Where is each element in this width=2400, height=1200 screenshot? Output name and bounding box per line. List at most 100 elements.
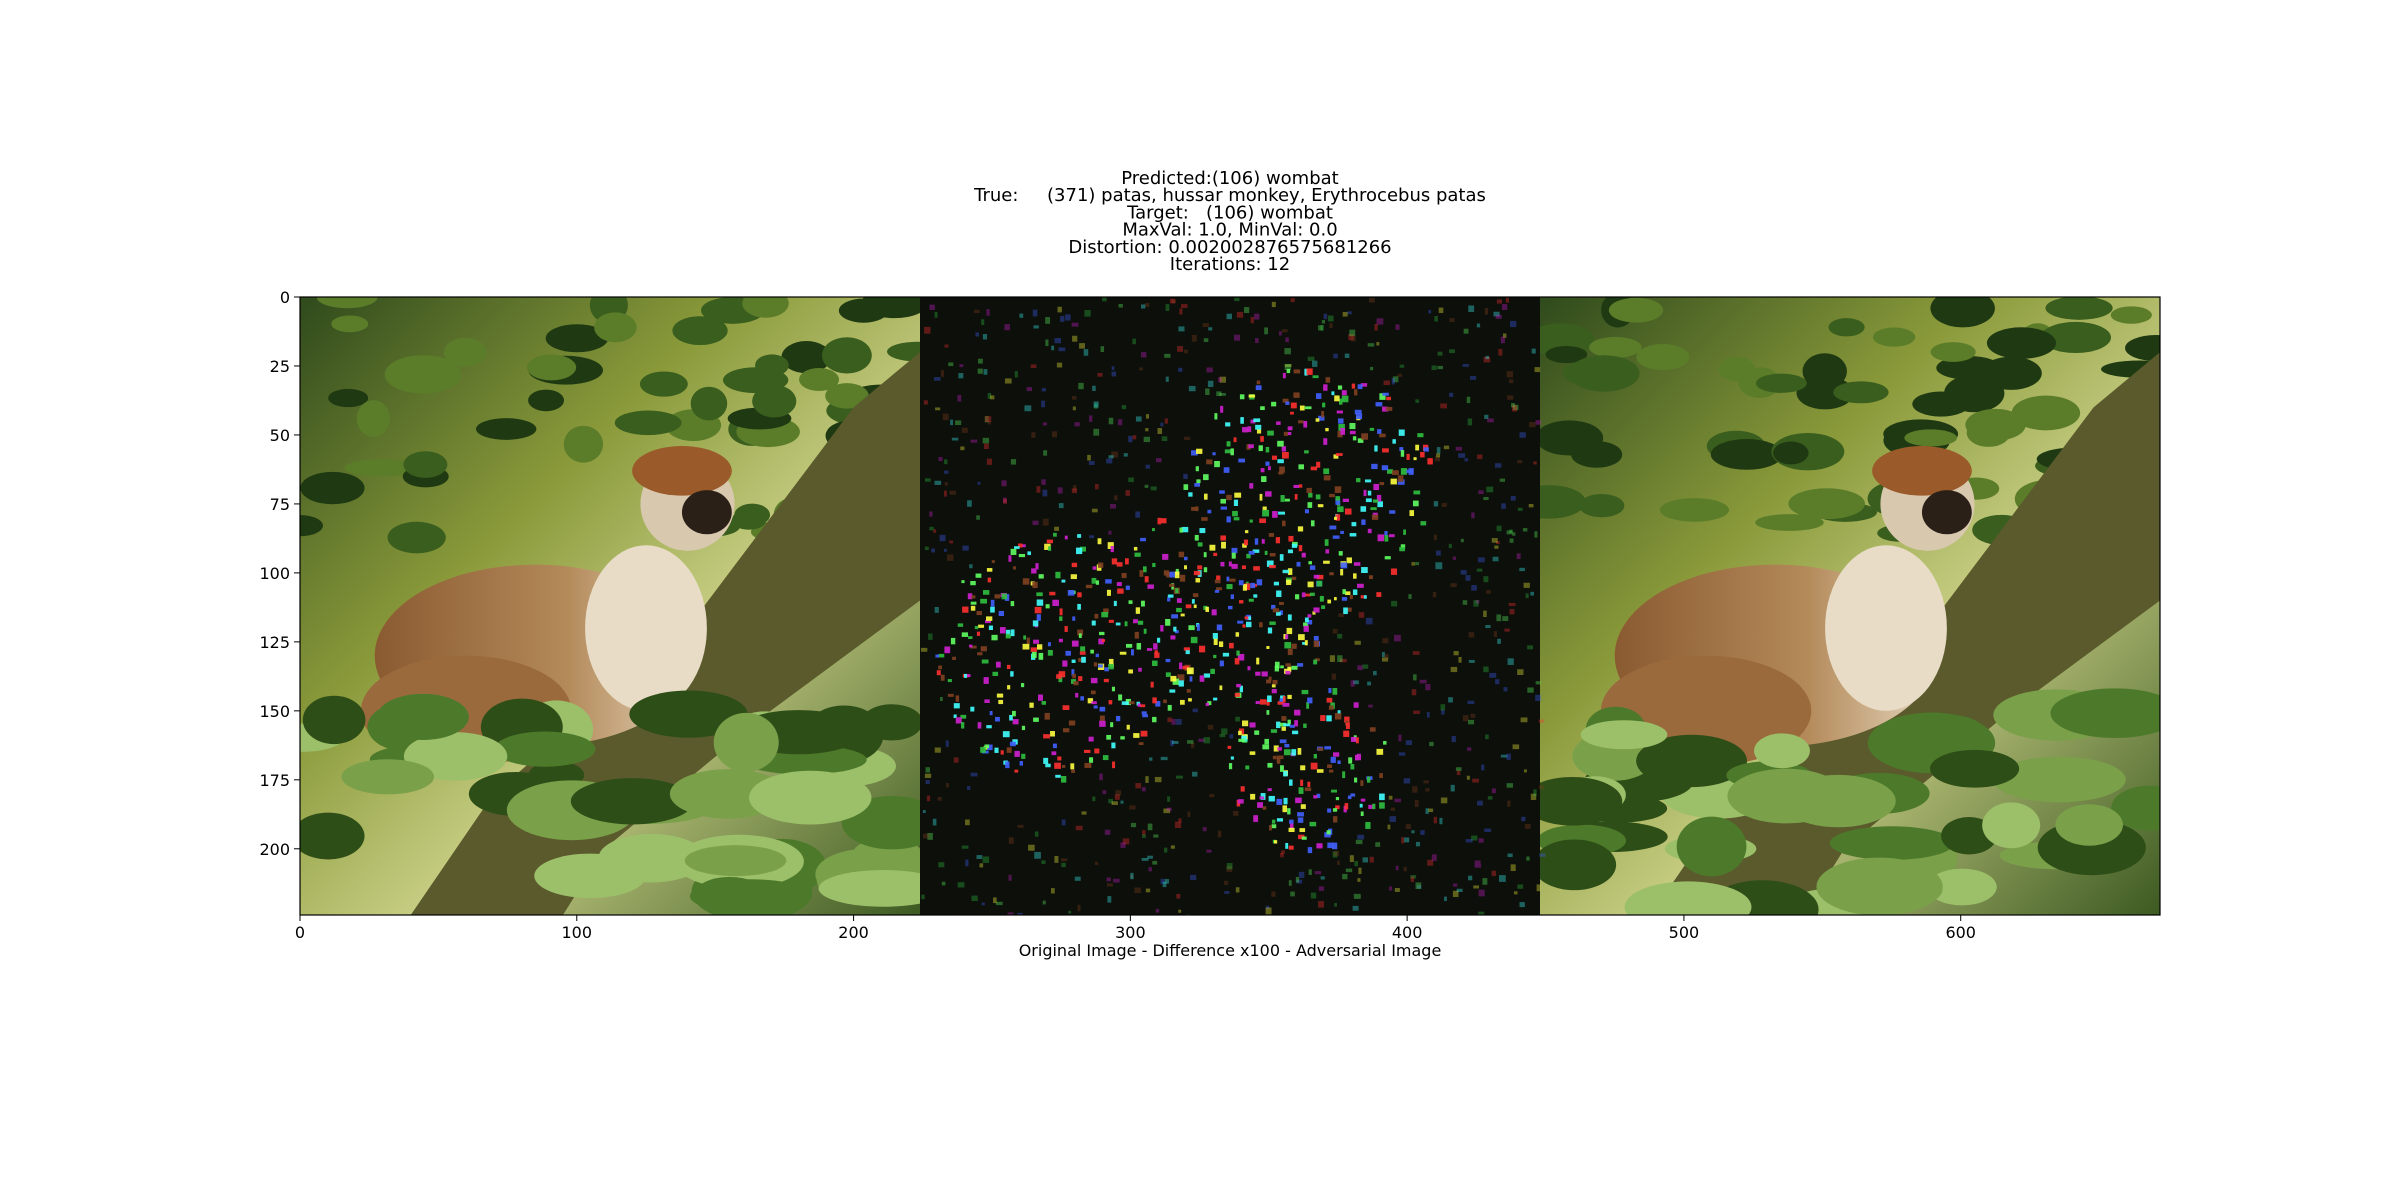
noise-pixel xyxy=(1071,640,1079,647)
noise-pixel xyxy=(1264,738,1269,745)
noise-pixel xyxy=(1499,478,1505,482)
noise-pixel xyxy=(1279,610,1283,615)
noise-pixel xyxy=(1268,795,1275,802)
noise-pixel xyxy=(1218,377,1222,383)
noise-pixel xyxy=(1202,323,1209,328)
noise-pixel xyxy=(1281,451,1289,459)
leaf xyxy=(545,324,609,353)
leaf xyxy=(443,337,487,367)
noise-pixel xyxy=(1163,699,1167,704)
noise-pixel xyxy=(1183,484,1189,490)
noise-pixel xyxy=(1371,463,1378,470)
noise-pixel xyxy=(1056,362,1063,368)
noise-pixel xyxy=(1535,694,1542,701)
noise-pixel xyxy=(1337,431,1343,438)
noise-pixel xyxy=(1365,498,1372,503)
noise-pixel xyxy=(1408,594,1412,599)
noise-pixel xyxy=(1392,439,1396,444)
noise-pixel xyxy=(1032,520,1039,526)
noise-pixel xyxy=(1410,876,1415,883)
noise-pixel xyxy=(1358,612,1365,618)
noise-pixel xyxy=(1238,738,1246,742)
noise-pixel xyxy=(1106,589,1111,596)
noise-pixel xyxy=(1281,446,1287,452)
noise-pixel xyxy=(1484,414,1489,419)
noise-pixel xyxy=(1210,668,1215,675)
noise-pixel xyxy=(1280,495,1285,502)
noise-pixel xyxy=(966,674,971,677)
noise-pixel xyxy=(1026,637,1030,644)
noise-pixel xyxy=(1087,698,1094,704)
noise-pixel xyxy=(1192,708,1198,713)
noise-pixel xyxy=(1163,808,1171,814)
noise-pixel xyxy=(1334,712,1342,720)
noise-pixel xyxy=(1287,568,1293,575)
noise-pixel xyxy=(1190,636,1198,644)
noise-pixel xyxy=(1111,742,1116,749)
title-line: Iterations: 12 xyxy=(1170,254,1290,275)
noise-pixel xyxy=(1429,741,1434,747)
noise-pixel xyxy=(1150,486,1157,491)
noise-pixel xyxy=(1162,881,1167,888)
noise-pixel xyxy=(1314,658,1320,662)
noise-pixel xyxy=(1282,702,1290,707)
noise-pixel xyxy=(1455,767,1462,771)
noise-pixel xyxy=(935,407,941,411)
noise-pixel xyxy=(1162,553,1169,560)
noise-pixel xyxy=(980,746,986,753)
noise-pixel xyxy=(1111,558,1118,565)
noise-pixel xyxy=(1104,829,1111,835)
noise-pixel xyxy=(1341,390,1347,396)
noise-pixel xyxy=(1207,724,1214,730)
noise-pixel xyxy=(934,747,941,753)
noise-pixel xyxy=(1338,551,1343,556)
noise-pixel xyxy=(1306,368,1313,375)
noise-pixel xyxy=(1224,891,1230,894)
noise-pixel xyxy=(1239,394,1245,400)
noise-pixel xyxy=(929,511,933,517)
noise-pixel xyxy=(1298,464,1305,470)
noise-pixel xyxy=(1509,529,1513,533)
noise-pixel xyxy=(1335,805,1340,810)
leaf xyxy=(614,410,682,436)
noise-pixel xyxy=(1344,716,1350,723)
noise-pixel xyxy=(1214,589,1220,593)
noise-pixel xyxy=(1203,737,1210,744)
noise-pixel xyxy=(1214,413,1218,420)
foreground-leaf xyxy=(1532,839,1617,891)
noise-pixel xyxy=(1493,311,1500,317)
noise-pixel xyxy=(1023,635,1027,640)
noise-pixel xyxy=(1467,700,1475,705)
noise-pixel xyxy=(1256,429,1262,434)
noise-pixel xyxy=(1129,805,1136,810)
noise-pixel xyxy=(1242,624,1246,628)
noise-pixel xyxy=(1225,422,1231,427)
noise-pixel xyxy=(1470,713,1476,718)
noise-pixel xyxy=(1198,645,1206,653)
noise-pixel xyxy=(1262,509,1270,517)
noise-pixel xyxy=(1374,324,1378,331)
noise-pixel xyxy=(1138,667,1142,672)
noise-pixel xyxy=(1233,437,1237,443)
noise-pixel xyxy=(1111,366,1115,371)
noise-pixel xyxy=(1014,371,1018,378)
leaf xyxy=(1788,488,1866,520)
noise-pixel xyxy=(1033,717,1039,722)
noise-pixel xyxy=(1508,602,1516,606)
noise-pixel xyxy=(1354,754,1359,761)
noise-pixel xyxy=(1427,458,1433,465)
noise-pixel xyxy=(1026,387,1033,392)
noise-pixel xyxy=(1165,672,1171,677)
noise-pixel xyxy=(1157,428,1163,434)
x-tick-label: 100 xyxy=(562,923,593,942)
noise-pixel xyxy=(1250,316,1254,324)
noise-pixel xyxy=(1097,538,1102,545)
foreground-leaf xyxy=(1829,826,1955,860)
noise-pixel xyxy=(1436,447,1441,454)
noise-pixel xyxy=(1361,433,1368,440)
noise-pixel xyxy=(1290,411,1294,415)
noise-pixel xyxy=(1288,827,1295,833)
noise-pixel xyxy=(1405,824,1411,830)
y-tick-label: 0 xyxy=(280,288,290,307)
noise-pixel xyxy=(1219,660,1224,667)
